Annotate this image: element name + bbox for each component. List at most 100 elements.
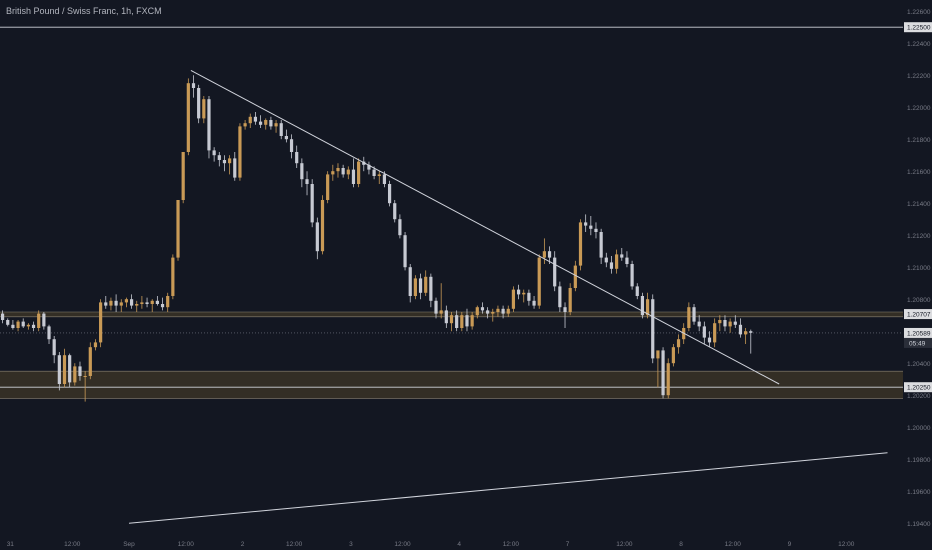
candle <box>310 179 314 228</box>
time-tick-label: 12:00 <box>503 541 520 548</box>
candle <box>140 296 144 309</box>
candle-body <box>625 257 629 264</box>
candle-body <box>615 254 619 269</box>
candle <box>99 299 103 348</box>
candle-body <box>516 289 521 295</box>
resistance-label: 1.20707 <box>907 312 931 319</box>
candle-body <box>418 278 423 293</box>
candle-body <box>52 339 56 356</box>
candle <box>135 300 139 312</box>
price-tick-label: 1.22200 <box>907 73 931 80</box>
time-tick-label: 12:00 <box>286 541 303 548</box>
candle <box>202 96 206 124</box>
candle-body <box>511 289 516 309</box>
candle-body <box>537 257 541 306</box>
price-tick-label: 1.21600 <box>907 169 931 176</box>
price-tick-label: 1.22000 <box>907 105 931 112</box>
candle <box>83 371 87 402</box>
candle-body <box>491 312 495 314</box>
candle <box>398 214 402 239</box>
candle <box>542 238 546 264</box>
candle-body <box>733 321 737 325</box>
candle <box>367 161 371 175</box>
candle <box>578 219 583 271</box>
candle-body <box>202 99 206 119</box>
candle-body <box>150 300 154 304</box>
time-tick-label: 8 <box>679 541 683 548</box>
candle <box>295 145 299 168</box>
price-axis[interactable]: 1.22600 1.22400 1.22200 1.22000 1.21800 1.216… <box>903 0 932 550</box>
candle <box>233 152 237 181</box>
candle <box>253 112 258 125</box>
trendline <box>128 452 888 524</box>
candle <box>320 195 325 255</box>
candle-body <box>393 203 397 220</box>
candle <box>387 180 392 207</box>
candle <box>558 281 562 312</box>
time-tick-label: 7 <box>566 541 570 548</box>
candle <box>300 158 304 188</box>
candle-body <box>68 355 72 383</box>
candle-body <box>413 278 417 296</box>
candle-body <box>424 276 428 293</box>
candle-body <box>114 300 118 306</box>
candle-body <box>274 123 278 127</box>
candle <box>455 310 459 332</box>
candle-body <box>264 120 268 125</box>
candle-body <box>217 155 221 160</box>
candle <box>52 336 56 364</box>
candle <box>166 292 170 312</box>
symbol-interval: 1h <box>121 6 132 16</box>
candle-body <box>697 321 701 327</box>
candle-body <box>707 337 712 343</box>
candle-body <box>367 164 371 170</box>
candle-body <box>403 235 407 268</box>
candle-body <box>42 313 46 327</box>
candle-body <box>243 123 247 127</box>
price-labels: 1.22500 1.20707 1.20589 05:49 1.20250 <box>904 22 932 393</box>
price-tick-label: 1.22400 <box>907 41 931 48</box>
candle-body <box>11 324 15 328</box>
candle-body <box>522 292 526 295</box>
candle-body <box>449 315 454 324</box>
candle <box>258 115 263 128</box>
candle-body <box>542 251 546 258</box>
price-tick-label: 1.20200 <box>907 393 931 400</box>
candle <box>429 273 433 308</box>
candle <box>212 147 216 162</box>
title-sep: , <box>131 6 137 16</box>
candle <box>465 308 469 332</box>
candle-body <box>687 307 691 328</box>
candle <box>692 304 696 325</box>
candle <box>346 166 350 180</box>
candle-body <box>197 88 201 119</box>
price-tick-label: 1.21200 <box>907 233 931 240</box>
candle-body <box>589 225 593 229</box>
candle <box>584 214 588 232</box>
candle-body <box>310 184 314 223</box>
candle <box>6 318 10 327</box>
candle <box>496 305 500 317</box>
candle <box>217 152 221 167</box>
candle-body <box>465 315 469 327</box>
candle-body <box>692 307 696 322</box>
candle <box>377 171 381 184</box>
candle-body <box>248 116 252 124</box>
time-tick-label: 3 <box>349 541 353 548</box>
trendlines[interactable] <box>128 69 888 524</box>
candle <box>145 297 149 308</box>
candle-body <box>346 169 350 175</box>
candle-body <box>480 307 485 311</box>
time-axis[interactable]: 31 12:00 Sep 12:00 2 12:00 3 12:00 4 12:00 7 12:00 8… <box>0 536 932 550</box>
candle-body <box>744 331 748 335</box>
support-label-bg <box>904 382 932 393</box>
candle <box>609 256 614 274</box>
candle <box>744 328 748 344</box>
candle <box>274 120 278 133</box>
candle <box>439 283 443 319</box>
candle-body <box>558 286 562 308</box>
candle <box>21 318 25 328</box>
candle <box>26 323 30 330</box>
candle <box>449 312 454 332</box>
